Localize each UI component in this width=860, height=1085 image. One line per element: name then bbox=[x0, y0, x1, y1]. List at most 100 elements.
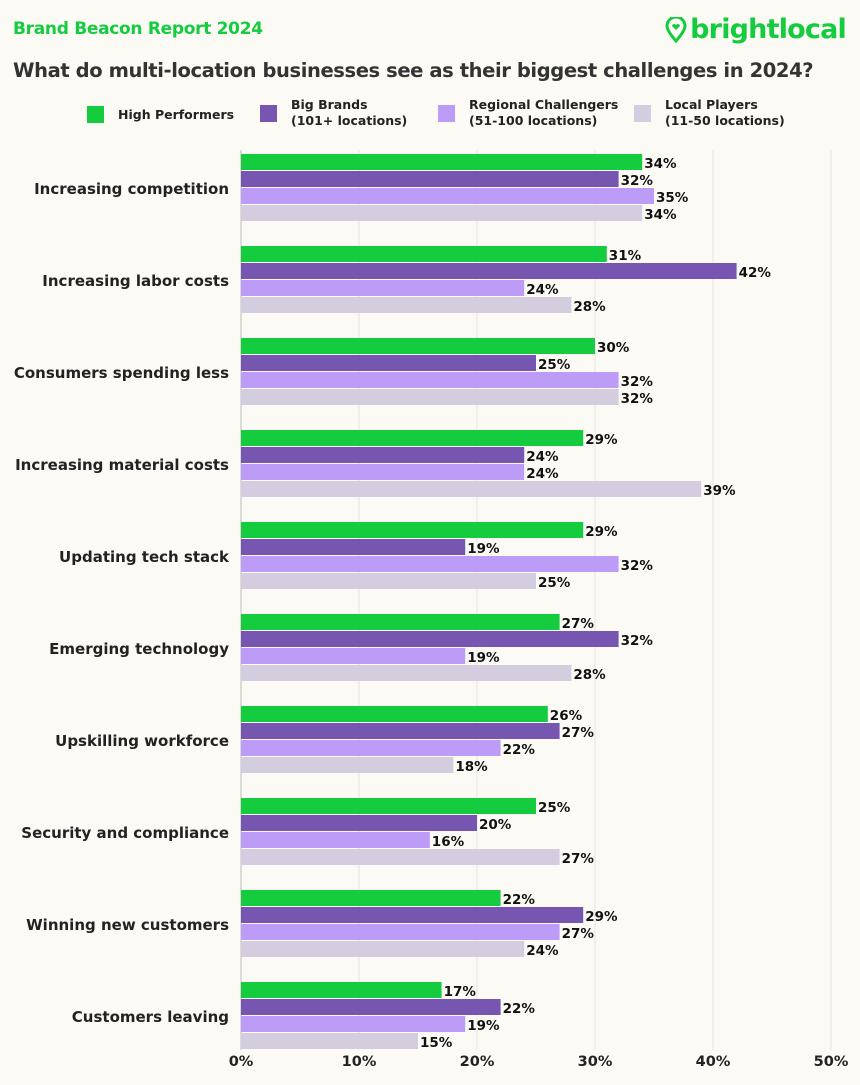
legend-item: High Performers bbox=[87, 106, 234, 123]
bar bbox=[241, 1033, 418, 1049]
legend-item: Big Brands (101+ locations) bbox=[260, 97, 407, 129]
bar bbox=[241, 430, 584, 446]
data-label: 27% bbox=[562, 725, 595, 741]
x-tick-label: 10% bbox=[341, 1054, 377, 1070]
bar bbox=[241, 372, 619, 388]
data-label: 20% bbox=[479, 817, 512, 833]
bar bbox=[241, 556, 619, 572]
x-tick-label: 20% bbox=[459, 1054, 495, 1070]
bar bbox=[241, 280, 525, 296]
data-label: 26% bbox=[550, 708, 583, 724]
legend-label: Big Brands (101+ locations) bbox=[291, 97, 408, 128]
data-label: 22% bbox=[503, 742, 536, 758]
bar bbox=[241, 1016, 466, 1032]
data-label: 18% bbox=[455, 759, 488, 775]
data-label: 32% bbox=[621, 633, 654, 649]
data-label: 25% bbox=[538, 357, 571, 373]
category-label: Increasing material costs bbox=[15, 456, 229, 474]
logo-text: brightlocal bbox=[690, 14, 847, 45]
legend-swatch bbox=[634, 104, 651, 122]
category-label: Upskilling workforce bbox=[55, 732, 229, 750]
category-label: Emerging technology bbox=[49, 640, 229, 658]
bar bbox=[241, 188, 654, 204]
bar bbox=[241, 815, 477, 831]
chart-title: What do multi-location businesses see as… bbox=[13, 59, 814, 82]
data-label: 15% bbox=[420, 1035, 453, 1051]
category-label: Increasing competition bbox=[34, 180, 229, 198]
bar bbox=[241, 447, 525, 463]
bar bbox=[241, 665, 572, 681]
x-tick-label: 40% bbox=[695, 1054, 731, 1070]
data-label: 16% bbox=[432, 834, 465, 850]
bar bbox=[241, 999, 501, 1015]
location-pin-icon bbox=[665, 16, 687, 43]
data-label: 25% bbox=[538, 575, 571, 591]
bar bbox=[241, 890, 501, 906]
bar bbox=[241, 389, 619, 405]
data-label: 22% bbox=[503, 1001, 536, 1017]
category-label: Updating tech stack bbox=[59, 548, 229, 566]
x-tick-label: 50% bbox=[813, 1054, 849, 1070]
bar bbox=[241, 757, 454, 773]
bar bbox=[241, 740, 501, 756]
data-label: 28% bbox=[573, 299, 606, 315]
data-label: 19% bbox=[467, 541, 500, 557]
category-label: Customers leaving bbox=[71, 1008, 229, 1026]
data-label: 32% bbox=[621, 374, 654, 390]
data-label: 19% bbox=[467, 650, 500, 666]
bar bbox=[241, 631, 619, 647]
bar bbox=[241, 263, 737, 279]
data-label: 32% bbox=[621, 558, 654, 574]
legend-label: Local Players (11-50 locations) bbox=[665, 97, 785, 128]
bar bbox=[241, 205, 643, 221]
bar bbox=[241, 706, 548, 722]
data-label: 27% bbox=[562, 616, 595, 632]
data-label: 25% bbox=[538, 800, 571, 816]
data-label: 24% bbox=[526, 282, 559, 298]
data-label: 29% bbox=[585, 909, 618, 925]
bar bbox=[241, 338, 595, 354]
x-tick-label: 0% bbox=[228, 1054, 254, 1070]
category-label: Security and compliance bbox=[21, 824, 229, 842]
data-label: 39% bbox=[703, 483, 736, 499]
legend-label: High Performers bbox=[118, 106, 235, 122]
bar bbox=[241, 798, 536, 814]
data-label: 42% bbox=[739, 265, 772, 281]
bar bbox=[241, 723, 560, 739]
bar bbox=[241, 522, 584, 538]
legend-swatch bbox=[260, 104, 277, 122]
data-label: 24% bbox=[526, 449, 559, 465]
data-label: 31% bbox=[609, 248, 642, 264]
data-label: 24% bbox=[526, 466, 559, 482]
legend-swatch bbox=[87, 106, 104, 123]
bar bbox=[241, 171, 619, 187]
data-label: 34% bbox=[644, 156, 677, 172]
data-label: 32% bbox=[621, 173, 654, 189]
bar bbox=[241, 648, 466, 664]
bar bbox=[241, 355, 536, 371]
bar bbox=[241, 614, 560, 630]
report-title: Brand Beacon Report 2024 bbox=[13, 19, 263, 39]
data-label: 29% bbox=[585, 432, 618, 448]
data-label: 28% bbox=[573, 667, 606, 683]
data-label: 29% bbox=[585, 524, 618, 540]
bar bbox=[241, 907, 584, 923]
data-label: 30% bbox=[597, 340, 630, 356]
bar bbox=[241, 297, 572, 313]
data-label: 17% bbox=[444, 984, 477, 1000]
data-label: 27% bbox=[562, 851, 595, 867]
data-label: 22% bbox=[503, 892, 536, 908]
bar bbox=[241, 573, 536, 589]
data-label: 27% bbox=[562, 926, 595, 942]
bar bbox=[241, 154, 643, 170]
data-label: 24% bbox=[526, 943, 559, 959]
data-label: 35% bbox=[656, 190, 689, 206]
brightlocal-logo: brightlocal bbox=[665, 14, 847, 45]
data-label: 19% bbox=[467, 1018, 500, 1034]
bar bbox=[241, 464, 525, 480]
legend-label: Regional Challengers (51-100 locations) bbox=[469, 97, 619, 128]
legend-item: Local Players (11-50 locations) bbox=[634, 97, 785, 129]
legend-item: Regional Challengers (51-100 locations) bbox=[438, 97, 618, 129]
